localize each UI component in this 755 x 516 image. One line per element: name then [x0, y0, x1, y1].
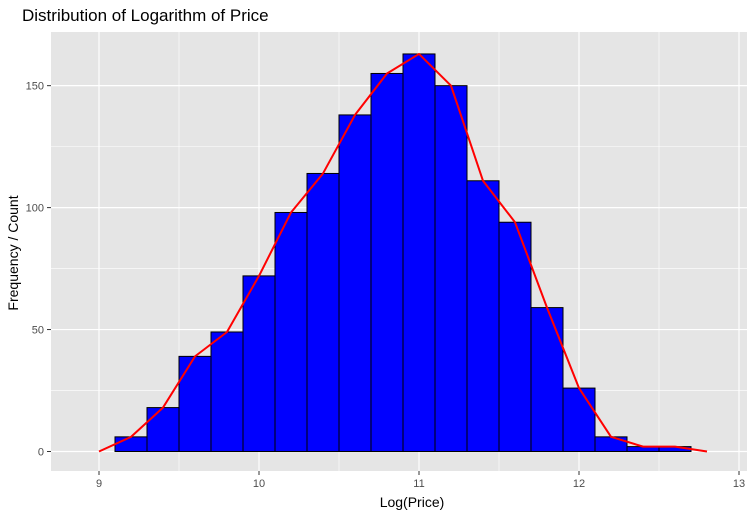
y-tick-label: 50 [32, 325, 44, 337]
x-axis-title: Log(Price) [380, 494, 445, 510]
histogram-bar [114, 436, 148, 452]
chart-title: Distribution of Logarithm of Price [22, 6, 269, 25]
histogram-bar [562, 387, 596, 452]
frequency-polygon-line [98, 52, 708, 453]
histogram-bar [338, 114, 372, 452]
histogram-bar [178, 355, 212, 452]
y-tick-label: 100 [26, 203, 44, 215]
histogram-bar [594, 436, 628, 452]
y-tick-labels: 0 50 100 150 [26, 81, 44, 459]
axis-ticks [47, 85, 740, 475]
histogram-bar [306, 172, 340, 452]
x-tick-label: 12 [573, 478, 585, 490]
y-tick-label: 0 [38, 446, 44, 458]
histogram-bar [466, 180, 500, 452]
histogram-bar [434, 85, 468, 452]
y-axis-title: Frequency / Count [5, 195, 21, 310]
x-tick-label: 10 [253, 478, 265, 490]
histogram-bar [498, 221, 532, 452]
histogram-bar [210, 331, 244, 452]
histogram-bars [114, 53, 692, 452]
x-tick-label: 13 [733, 478, 745, 490]
histogram-bar [370, 72, 404, 452]
histogram-bar [402, 53, 436, 452]
histogram-bar [530, 307, 564, 452]
histogram-bar [274, 211, 308, 452]
x-tick-labels: 9 10 11 12 13 [96, 478, 745, 490]
x-tick-label: 9 [96, 478, 102, 490]
histogram-bar [146, 407, 180, 452]
y-tick-label: 150 [26, 81, 44, 93]
histogram-bar [242, 275, 276, 452]
frequency-polygon [98, 52, 708, 453]
x-tick-label: 11 [413, 478, 424, 490]
